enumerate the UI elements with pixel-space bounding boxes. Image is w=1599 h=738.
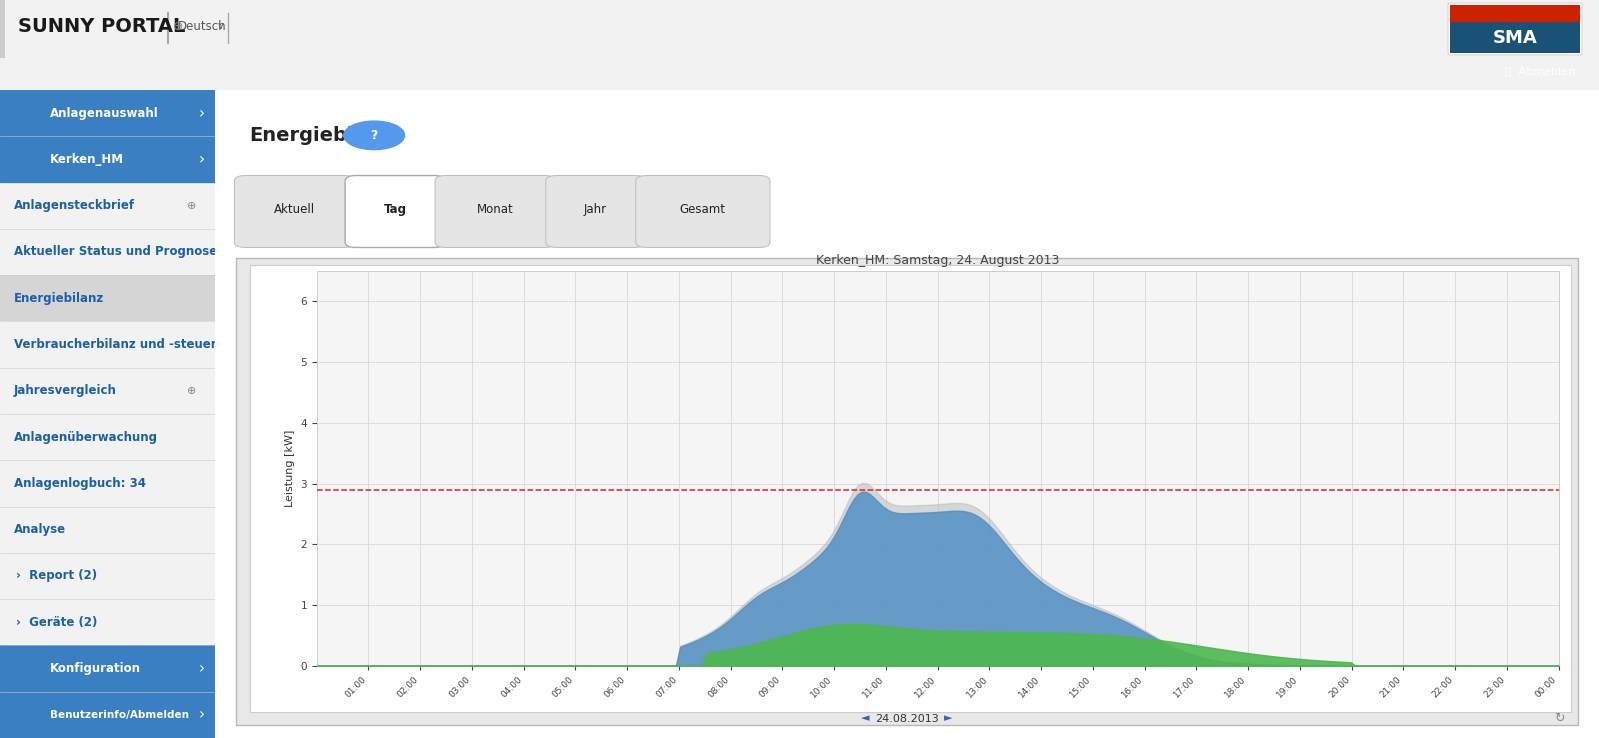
Bar [0, 692, 214, 738]
Text: ?: ? [371, 129, 377, 142]
FancyBboxPatch shape [345, 176, 445, 247]
Circle shape [344, 121, 405, 150]
Bar [1450, 22, 1580, 53]
Bar [0, 646, 214, 692]
Text: ›: › [198, 106, 205, 120]
Text: Energiebilanz: Energiebilanz [14, 292, 104, 305]
FancyBboxPatch shape [545, 176, 646, 247]
Bar [1450, 5, 1580, 22]
Text: Tag: Tag [384, 204, 406, 216]
Text: Konfiguration: Konfiguration [50, 662, 141, 675]
Text: ↻: ↻ [1554, 712, 1564, 725]
Text: Aktuell: Aktuell [273, 204, 315, 216]
Text: Anlagenlogbuch: 34: Anlagenlogbuch: 34 [14, 477, 146, 490]
Text: Anlagenauswahl: Anlagenauswahl [50, 107, 158, 120]
Bar [235, 258, 1578, 725]
Text: Verbraucherbilanz und -steuerung: Verbraucherbilanz und -steuerung [14, 338, 241, 351]
Text: Analyse: Analyse [14, 523, 66, 537]
Text: v: v [217, 21, 224, 31]
Title: Kerken_HM: Samstag, 24. August 2013: Kerken_HM: Samstag, 24. August 2013 [815, 254, 1059, 267]
Bar [0, 0, 5, 58]
Y-axis label: Leistung [kW]: Leistung [kW] [285, 430, 294, 507]
Text: Kerken_HM: Kerken_HM [50, 153, 125, 166]
FancyBboxPatch shape [636, 176, 771, 247]
Text: Jahresvergleich: Jahresvergleich [14, 384, 117, 397]
Text: ⊕: ⊕ [187, 201, 197, 211]
Text: ›  Geräte (2): › Geräte (2) [16, 615, 98, 629]
Text: ›: › [198, 152, 205, 167]
Text: ⊕: ⊕ [173, 19, 184, 32]
Bar [0, 137, 214, 182]
Bar [0, 275, 214, 322]
Bar [0, 90, 214, 137]
Bar [249, 265, 1572, 712]
Text: Gesamt: Gesamt [680, 204, 726, 216]
Text: Anlagensteckbrief: Anlagensteckbrief [14, 199, 136, 213]
FancyBboxPatch shape [235, 176, 355, 247]
Text: ►: ► [945, 714, 953, 723]
FancyBboxPatch shape [1449, 3, 1581, 55]
Text: Benutzerinfo/Abmelden: Benutzerinfo/Abmelden [50, 710, 189, 720]
Text: 24.08.2013: 24.08.2013 [875, 714, 939, 723]
Text: Energiebilanz: Energiebilanz [249, 126, 400, 145]
Text: Anlagenüberwachung: Anlagenüberwachung [14, 431, 158, 444]
FancyBboxPatch shape [435, 176, 555, 247]
Text: SUNNY PORTAL: SUNNY PORTAL [18, 16, 185, 35]
Text: Jahr: Jahr [584, 204, 608, 216]
Text: ›  Report (2): › Report (2) [16, 570, 98, 582]
Text: ›: › [198, 661, 205, 676]
Text: Monat: Monat [477, 204, 513, 216]
Text: Deutsch: Deutsch [177, 19, 227, 32]
Text: 🔒  Abmelden: 🔒 Abmelden [1505, 66, 1575, 76]
Text: ›: › [198, 707, 205, 723]
Text: SMA: SMA [1492, 29, 1537, 46]
Text: ⊕: ⊕ [187, 386, 197, 396]
Text: ◄: ◄ [862, 714, 870, 723]
Text: Aktueller Status und Prognose: Aktueller Status und Prognose [14, 246, 217, 258]
